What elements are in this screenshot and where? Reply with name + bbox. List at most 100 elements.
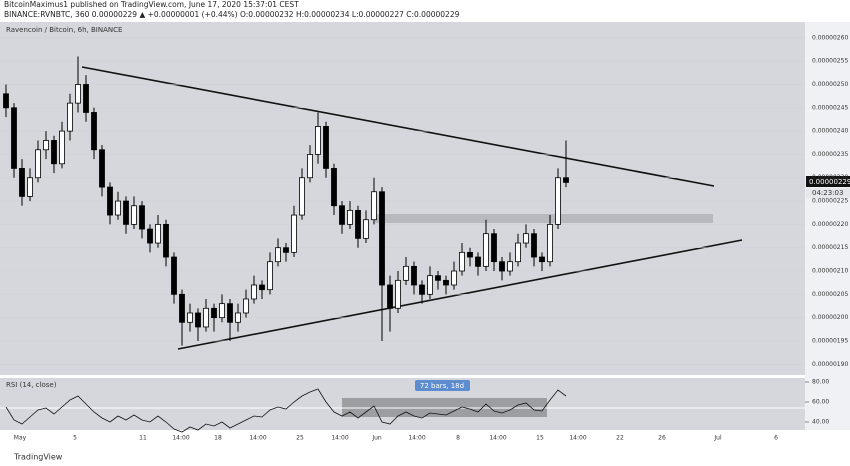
x-tick-label: 14:00 (489, 435, 506, 442)
candle-body (395, 279, 401, 309)
x-tick-label: 25 (296, 435, 304, 442)
candle-body (555, 177, 561, 225)
candle-body (347, 209, 353, 225)
candle-body (419, 284, 425, 295)
y-tick-label: 0.00000225 (812, 198, 848, 205)
x-tick-label: 6 (774, 435, 778, 442)
y-tick-label: 0.00000260 (812, 34, 848, 41)
x-tick-label: 5 (73, 435, 77, 442)
candle-body (411, 265, 417, 286)
y-tick-label: 0.00000255 (812, 58, 848, 65)
symbol-line: BINANCE:RVNBTC, 360 0.00000229 ▲ +0.0000… (4, 10, 460, 19)
y-tick-label: 0.00000215 (812, 244, 848, 251)
x-tick-label: Jul (713, 435, 722, 442)
candle-body (139, 205, 145, 230)
candle-body (331, 168, 337, 207)
candle-body (59, 130, 65, 165)
candle-body (379, 191, 385, 286)
candle-body (283, 247, 289, 253)
candle-body (123, 200, 129, 225)
brand: TradingView (13, 453, 63, 462)
y-tick-label: 0.00000200 (812, 314, 848, 321)
x-tick-label: 26 (658, 435, 666, 442)
rsi-line (5, 388, 567, 433)
candle-body (3, 93, 9, 109)
candle-body (147, 228, 153, 244)
price-axis (805, 22, 850, 430)
x-tick-label: 18 (214, 435, 222, 442)
trendline (81, 66, 715, 187)
candle-body (75, 84, 81, 104)
candle-body (523, 233, 529, 244)
candle-body (507, 261, 513, 272)
candle-body (171, 256, 177, 295)
candle-body (387, 284, 393, 309)
candle-body (491, 233, 497, 263)
candle-body (371, 191, 377, 221)
y-tick-label: 0.00000205 (812, 291, 848, 298)
x-tick-label: 14:00 (249, 435, 266, 442)
candle-body (187, 312, 193, 323)
candle-body (443, 279, 449, 286)
candle-body (91, 112, 97, 151)
candle-body (315, 126, 321, 155)
candle-body (499, 261, 505, 272)
candle-body (515, 242, 521, 263)
candle-body (435, 275, 441, 281)
x-tick-label: 8 (456, 435, 460, 442)
rsi-tick-label: 40.00 (812, 419, 829, 426)
candle-body (155, 223, 161, 244)
price-marker-label: 0.00000229 (809, 178, 850, 186)
x-tick-label: 14:00 (331, 435, 348, 442)
rsi-tick-label: 80.00 (812, 379, 829, 386)
candle-body (355, 209, 361, 239)
y-tick-label: 0.00000195 (812, 337, 848, 344)
price-marker (806, 176, 850, 187)
candle-body (363, 219, 369, 239)
candle-body (211, 307, 217, 319)
candle-body (459, 251, 465, 272)
x-tick-label: 14:00 (172, 435, 189, 442)
candle-body (475, 256, 481, 267)
candle-body (51, 140, 57, 165)
y-tick-label: 0.00000250 (812, 81, 848, 88)
y-tick-label: 0.00000235 (812, 151, 848, 158)
candle-body (451, 270, 457, 286)
candle-body (43, 140, 49, 151)
candle-body (275, 247, 281, 263)
candle-body (195, 312, 201, 328)
y-tick-label: 0.00000210 (812, 268, 848, 275)
y-tick-label: 0.00000245 (812, 104, 848, 111)
x-tick-label: 15 (536, 435, 544, 442)
candle-body (11, 107, 17, 169)
y-tick-label: 0.00000220 (812, 221, 848, 228)
countdown: 04:23:03 (812, 189, 843, 197)
candle-body (19, 168, 25, 197)
candle-body (339, 205, 345, 225)
x-tick-label: 22 (616, 435, 624, 442)
x-tick-label: 14:00 (569, 435, 586, 442)
candle-body (259, 284, 265, 291)
countdown-box (806, 188, 850, 198)
publisher: BitcoinMaximus1 published on TradingView… (4, 0, 299, 9)
candle-body (179, 293, 185, 323)
y-tick-label: 0.00000240 (812, 128, 848, 135)
candle-body (251, 284, 257, 300)
rsi-label: RSI (14, close) (6, 381, 57, 389)
candle-body (323, 126, 329, 169)
candle-body (115, 200, 121, 216)
measure-badge (415, 380, 470, 391)
x-tick-label: 14:00 (408, 435, 425, 442)
x-tick-label: May (14, 435, 27, 442)
candle-body (235, 312, 241, 323)
candle-body (467, 251, 473, 258)
candle-body (107, 186, 113, 216)
y-tick-label: 0.00000230 (812, 174, 848, 181)
candle-body (307, 154, 313, 179)
candle-body (83, 84, 89, 113)
x-tick-label: Jun (371, 435, 382, 442)
candle-body (403, 265, 409, 281)
candle-body (547, 223, 553, 263)
